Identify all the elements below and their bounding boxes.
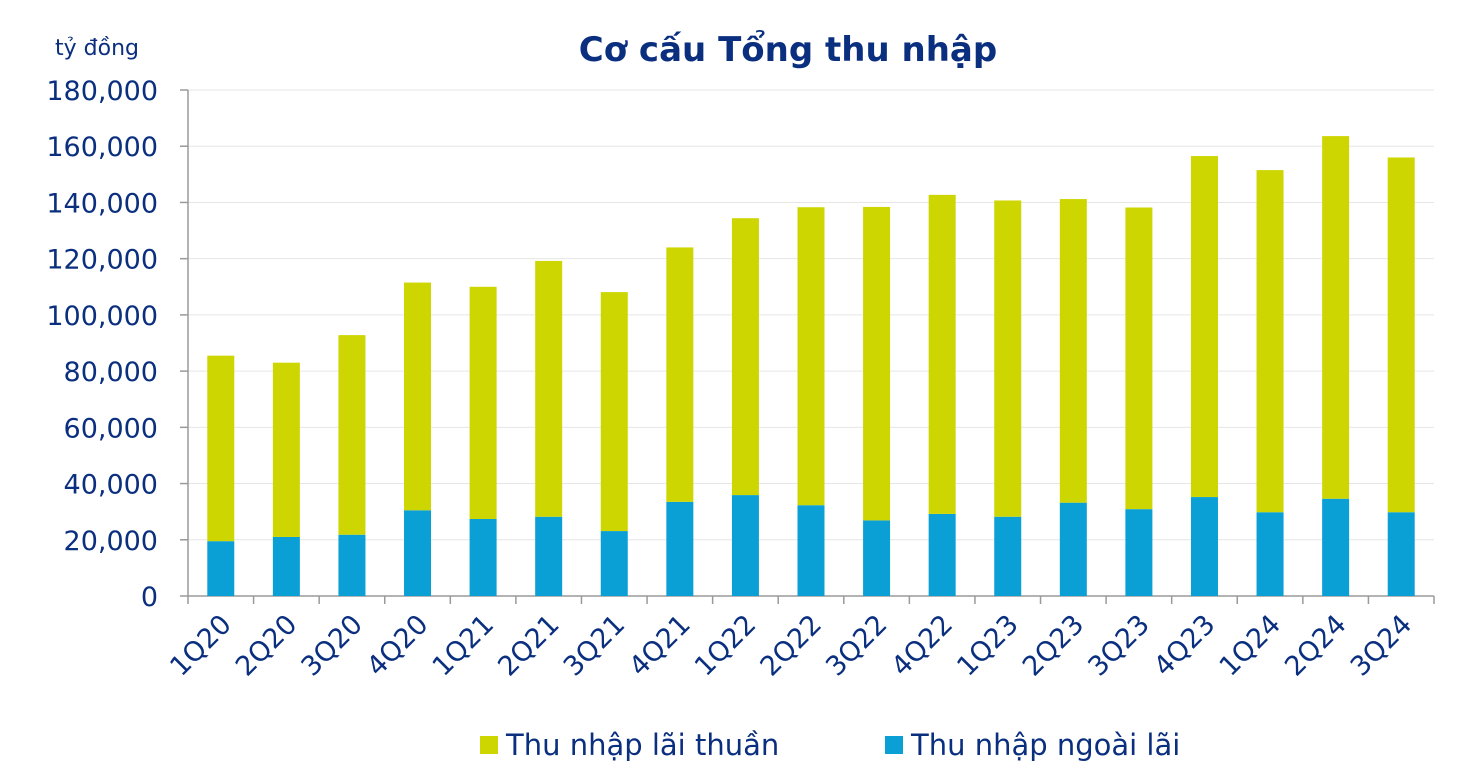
- y-tick-label: 120,000: [46, 245, 158, 276]
- bar-non-interest-income: [404, 510, 432, 596]
- bar-net-interest-income: [1125, 207, 1153, 510]
- unit-label: tỷ đồng: [55, 36, 139, 61]
- x-tick-label: 2Q23: [1017, 609, 1090, 682]
- bar-non-interest-income: [207, 541, 235, 596]
- bar-non-interest-income: [666, 501, 694, 596]
- bar-non-interest-income: [1387, 512, 1415, 596]
- bar-net-interest-income: [207, 355, 235, 542]
- bar-net-interest-income: [338, 335, 366, 535]
- bar-net-interest-income: [994, 200, 1022, 517]
- chart-title: Cơ cấu Tổng thu nhập: [578, 30, 998, 70]
- bar-non-interest-income: [600, 531, 628, 596]
- y-tick-label: 80,000: [64, 357, 158, 388]
- x-tick-label: 2Q24: [1279, 609, 1352, 682]
- bar-non-interest-income: [469, 518, 497, 596]
- bar-non-interest-income: [1256, 512, 1284, 596]
- legend-label-net-interest-income: Thu nhập lãi thuần: [506, 728, 780, 762]
- bar-net-interest-income: [1322, 136, 1350, 499]
- x-tick-label: 2Q20: [230, 609, 303, 682]
- y-tick-label: 40,000: [64, 470, 158, 501]
- bar-net-interest-income: [469, 286, 497, 519]
- x-tick-label: 1Q21: [427, 609, 500, 682]
- bar-non-interest-income: [272, 536, 300, 596]
- bar-net-interest-income: [1059, 199, 1087, 503]
- y-tick-label: 160,000: [46, 132, 158, 163]
- legend-label-non-interest-income: Thu nhập ngoài lãi: [911, 728, 1181, 762]
- legend-item-non-interest-income: Thu nhập ngoài lãi: [885, 728, 1180, 762]
- bar-non-interest-income: [1125, 509, 1153, 596]
- x-tick-label: 1Q24: [1214, 609, 1287, 682]
- bar-net-interest-income: [600, 292, 628, 532]
- x-tick-label: 3Q22: [820, 609, 893, 682]
- x-tick-label: 4Q23: [1148, 609, 1221, 682]
- bar-net-interest-income: [797, 207, 825, 506]
- y-tick-label: 100,000: [46, 301, 158, 332]
- bar-net-interest-income: [404, 282, 432, 511]
- bar-non-interest-income: [338, 534, 366, 596]
- x-tick-label: 2Q22: [755, 609, 828, 682]
- bar-net-interest-income: [1190, 156, 1218, 498]
- bar-net-interest-income: [1256, 170, 1284, 513]
- x-tick-label: 1Q23: [951, 609, 1024, 682]
- bar-non-interest-income: [1190, 497, 1218, 596]
- bar-non-interest-income: [1322, 498, 1350, 596]
- x-tick-label: 2Q21: [492, 609, 565, 682]
- y-tick-label: 180,000: [46, 76, 158, 107]
- bar-net-interest-income: [863, 206, 891, 521]
- bar-non-interest-income: [535, 516, 563, 596]
- x-tick-label: 4Q20: [361, 609, 434, 682]
- bar-non-interest-income: [928, 513, 956, 596]
- bar-net-interest-income: [731, 218, 759, 496]
- legend-swatch-net-interest-income: [480, 736, 498, 754]
- bar-non-interest-income: [1059, 502, 1087, 596]
- x-tick-label: 3Q21: [558, 609, 631, 682]
- bar-net-interest-income: [1387, 157, 1415, 513]
- bar-non-interest-income: [797, 505, 825, 596]
- x-tick-label: 3Q20: [296, 609, 369, 682]
- legend: Thu nhập lãi thuần Thu nhập ngoài lãi: [0, 728, 1480, 764]
- bar-net-interest-income: [666, 247, 694, 502]
- x-tick-label: 4Q21: [623, 609, 696, 682]
- bar-net-interest-income: [928, 194, 956, 514]
- y-tick-label: 0: [141, 582, 158, 613]
- x-tick-label: 4Q22: [886, 609, 959, 682]
- bar-non-interest-income: [863, 520, 891, 596]
- bar-non-interest-income: [994, 516, 1022, 596]
- legend-item-net-interest-income: Thu nhập lãi thuần: [480, 728, 779, 762]
- y-tick-label: 60,000: [64, 413, 158, 444]
- y-tick-label: 140,000: [46, 188, 158, 219]
- x-tick-label: 3Q23: [1082, 609, 1155, 682]
- y-tick-label: 20,000: [64, 526, 158, 557]
- bar-non-interest-income: [731, 495, 759, 596]
- bar-net-interest-income: [535, 260, 563, 517]
- x-tick-label: 1Q20: [164, 609, 237, 682]
- legend-swatch-non-interest-income: [885, 736, 903, 754]
- x-tick-label: 1Q22: [689, 609, 762, 682]
- bar-net-interest-income: [272, 362, 300, 537]
- x-tick-label: 3Q24: [1345, 609, 1418, 682]
